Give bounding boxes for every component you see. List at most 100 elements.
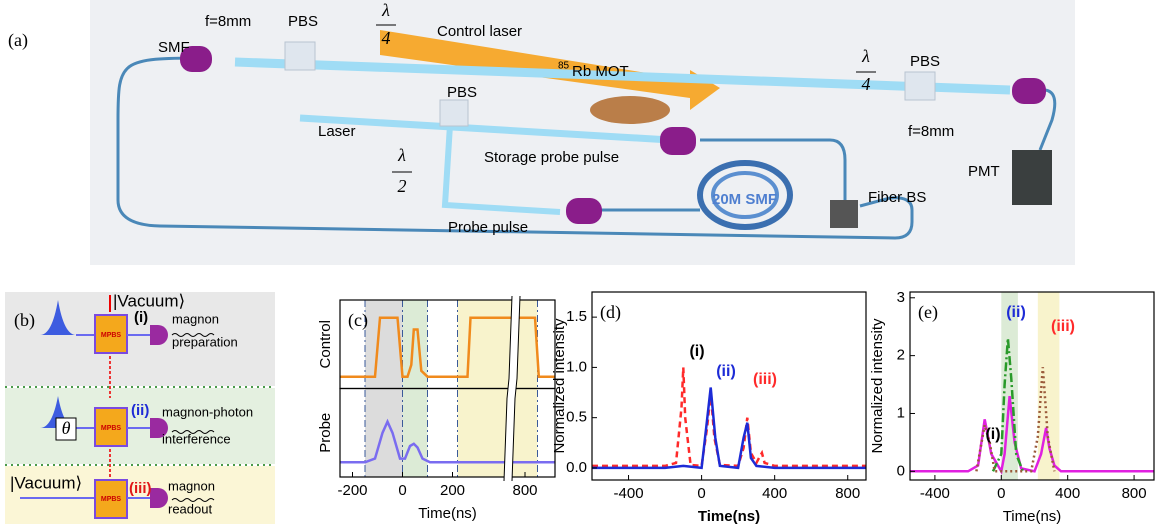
data-line [991, 338, 1025, 472]
detector [150, 488, 168, 508]
wave [171, 333, 215, 337]
y-tick-label: 2 [897, 347, 905, 364]
y-tick-label: 0 [897, 462, 905, 479]
plot-frame [909, 291, 1155, 481]
x-tick-label: -400 [614, 485, 644, 502]
x-axis-label: Time(ns) [698, 508, 760, 525]
y-tick-label: 1.5 [566, 308, 587, 325]
label: |Vacuum⟩ [113, 291, 185, 310]
annotation: (i) [985, 426, 1000, 443]
x-tick-label: 0 [398, 482, 406, 499]
label: Probe pulse [448, 219, 528, 236]
label: (i) [134, 309, 148, 326]
panel-label: (b) [14, 310, 35, 331]
x-tick-label: 800 [512, 482, 537, 499]
panel-b: (b) |Vacuum⟩ MPBS (i) magnon preparation… [5, 291, 275, 524]
label: MPBS [101, 496, 122, 503]
fiber-coil [697, 160, 793, 230]
label: PBS [447, 84, 477, 101]
panel-label: (e) [918, 302, 938, 323]
x-tick-label: -400 [920, 485, 950, 502]
panel-label: (d) [600, 302, 621, 323]
region [5, 292, 275, 386]
signal-beam [234, 57, 1011, 95]
annotation: (ii) [1006, 304, 1026, 321]
label: magnon-photon [162, 404, 253, 419]
panel-label: (c) [348, 310, 368, 331]
label: readout [168, 501, 212, 516]
label: SMF [158, 39, 190, 56]
y-tick-label: 0.5 [566, 409, 587, 426]
label: f=8mm [908, 123, 954, 140]
y-tick-label: 0.0 [566, 459, 587, 476]
axis-break [503, 295, 513, 482]
annotation: (iii) [753, 371, 777, 388]
data-line [592, 367, 866, 468]
label: PMT [968, 163, 1000, 180]
fiber-connector [180, 46, 212, 72]
fraction-denominator: 4 [382, 28, 391, 48]
x-tick-label: 0 [697, 485, 705, 502]
x-tick-label: 400 [1055, 485, 1080, 502]
fraction-numerator: λ [381, 0, 390, 20]
data-line [975, 367, 1056, 473]
wave [171, 430, 215, 434]
y-tick-label: 3 [897, 289, 905, 306]
fraction-numerator: λ [861, 46, 870, 66]
label: 20M SMF [712, 191, 777, 208]
data-line [340, 316, 555, 378]
mpbs [94, 407, 128, 447]
label: θ [62, 418, 71, 438]
label: magnon [172, 311, 219, 326]
axis-break [511, 295, 521, 482]
fiber-connector [566, 198, 602, 224]
y-tick-label: 1.0 [566, 358, 587, 375]
fiber-connector [660, 127, 696, 155]
x-axis-label: Time(ns) [1003, 508, 1062, 525]
label: |Vacuum⟩ [10, 473, 82, 492]
x-tick-label: 200 [440, 482, 465, 499]
label: magnon [168, 478, 215, 493]
probe-beam [441, 124, 561, 215]
label: interference [162, 431, 231, 446]
x-tick-label: -200 [337, 482, 367, 499]
plot-frame [339, 387, 556, 478]
label: Fiber BS [868, 189, 926, 206]
y-axis-label: Probe [317, 413, 334, 453]
annotation: (i) [689, 343, 704, 360]
fraction-numerator: λ [397, 145, 406, 165]
fiber-coil [711, 171, 779, 219]
fiber [116, 56, 914, 240]
fraction-denominator: 4 [862, 74, 871, 94]
x-tick-label: 800 [1122, 485, 1147, 502]
pbs [904, 71, 936, 101]
x-tick-label: 800 [835, 485, 860, 502]
pulse [40, 300, 76, 335]
fiber [1038, 88, 1057, 151]
x-axis-label: Time(ns) [418, 505, 477, 522]
region [5, 388, 275, 464]
y-axis-label: Control [317, 320, 334, 368]
pbs [284, 41, 316, 71]
label: f=8mm [205, 13, 251, 30]
label: preparation [172, 334, 238, 349]
fiber-connector [1012, 78, 1046, 104]
mot-cloud [590, 96, 670, 124]
x-tick-label: 400 [762, 485, 787, 502]
phase-box [55, 417, 77, 441]
panel-a: (a) SMF f=8mm PBS λ 4 Control laser 85 R… [8, 0, 1075, 265]
shaded-region [1037, 292, 1060, 480]
axis-break [504, 296, 520, 481]
pulse [40, 396, 76, 428]
annotation: (iii) [1051, 318, 1075, 335]
pmt-box [1012, 150, 1052, 205]
label: (ii) [131, 402, 149, 419]
y-tick-label: 1 [897, 404, 905, 421]
x-tick-label: 0 [997, 485, 1005, 502]
label: Storage probe pulse [484, 149, 619, 166]
panel-label: (a) [8, 30, 28, 51]
fraction-denominator: 2 [398, 176, 407, 196]
wave [171, 498, 215, 502]
pbs [439, 99, 469, 127]
